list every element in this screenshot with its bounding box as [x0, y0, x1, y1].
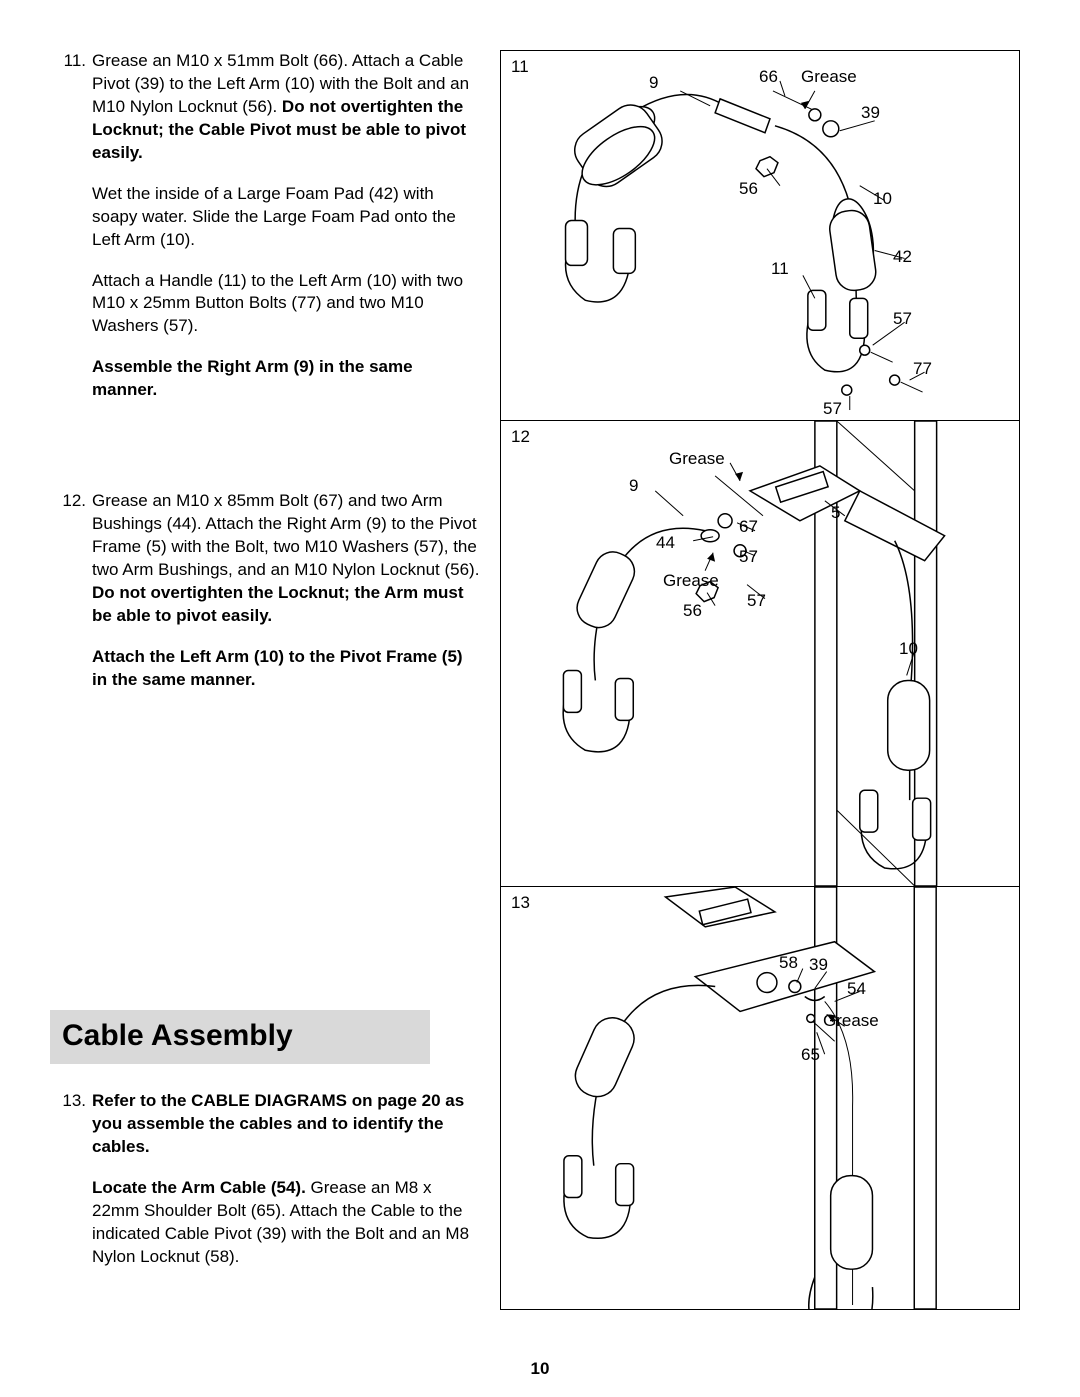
step-11-p4: Assemble the Right Arm (9) in the same m…	[92, 356, 480, 402]
step-11-p1: Grease an M10 x 51mm Bolt (66). Attach a…	[92, 50, 480, 165]
label-44: 44	[656, 533, 675, 553]
diagram-panel-11: 11	[501, 51, 1019, 421]
step-12-p2: Attach the Left Arm (10) to the Pivot Fr…	[92, 646, 480, 692]
diagram-column: 11	[500, 50, 1020, 1310]
diagram-12-svg	[501, 421, 1019, 886]
step-number: 12.	[60, 490, 92, 692]
label-56: 56	[683, 601, 702, 621]
step-body: Grease an M10 x 51mm Bolt (66). Attach a…	[92, 50, 480, 402]
step-11: 11. Grease an M10 x 51mm Bolt (66). Atta…	[60, 50, 480, 402]
step-13-p2: Locate the Arm Cable (54). Grease an M8 …	[92, 1177, 480, 1269]
label-5: 5	[831, 503, 840, 523]
label-54: 54	[847, 979, 866, 999]
two-column-layout: 11. Grease an M10 x 51mm Bolt (66). Atta…	[60, 50, 1020, 1310]
text: Grease an M10 x 85mm Bolt (67) and two A…	[92, 491, 479, 579]
label-57b: 57	[823, 399, 842, 419]
panel-number: 13	[511, 893, 530, 913]
diagram-panel-12: 12	[501, 421, 1019, 887]
step-12: 12. Grease an M10 x 85mm Bolt (67) and t…	[60, 490, 480, 692]
label-57: 57	[893, 309, 912, 329]
label-9: 9	[649, 73, 658, 93]
label-58: 58	[779, 953, 798, 973]
label-11: 11	[771, 259, 789, 279]
label-65: 65	[801, 1045, 820, 1065]
diagram-13-svg	[501, 887, 1019, 1309]
instructions-column: 11. Grease an M10 x 51mm Bolt (66). Atta…	[60, 50, 480, 1310]
step-11-p2: Wet the inside of a Large Foam Pad (42) …	[92, 183, 480, 252]
label-39: 39	[861, 103, 880, 123]
label-57b: 57	[747, 591, 766, 611]
text-bold: Do not overtighten the Locknut; the Arm …	[92, 583, 463, 625]
label-56: 56	[739, 179, 758, 199]
diagram-11-svg	[501, 51, 1019, 420]
section-heading-cable-assembly: Cable Assembly	[50, 1010, 430, 1065]
label-66: 66	[759, 67, 778, 87]
step-number: 13.	[60, 1090, 92, 1269]
label-57a: 57	[739, 547, 758, 567]
label-10: 10	[873, 189, 892, 209]
panel-number: 11	[511, 57, 529, 77]
step-11-p3: Attach a Handle (11) to the Left Arm (10…	[92, 270, 480, 339]
step-13: 13. Refer to the CABLE DIAGRAMS on page …	[60, 1090, 480, 1269]
step-body: Grease an M10 x 85mm Bolt (67) and two A…	[92, 490, 480, 692]
label-10: 10	[899, 639, 918, 659]
label-grease2: Grease	[663, 571, 719, 591]
label-grease: Grease	[801, 67, 857, 87]
label-67: 67	[739, 517, 758, 537]
step-number: 11.	[60, 50, 92, 402]
page-number: 10	[0, 1359, 1080, 1379]
label-grease: Grease	[823, 1011, 879, 1031]
step-12-p1: Grease an M10 x 85mm Bolt (67) and two A…	[92, 490, 480, 628]
panel-number: 12	[511, 427, 530, 447]
page: 11. Grease an M10 x 51mm Bolt (66). Atta…	[0, 0, 1080, 1397]
diagram-panel-13: 13	[501, 887, 1019, 1309]
step-13-p1: Refer to the CABLE DIAGRAMS on page 20 a…	[92, 1090, 480, 1159]
spacer	[60, 710, 480, 1010]
spacer	[60, 420, 480, 490]
step-body: Refer to the CABLE DIAGRAMS on page 20 a…	[92, 1090, 480, 1269]
label-39: 39	[809, 955, 828, 975]
label-77: 77	[913, 359, 932, 379]
label-9: 9	[629, 476, 638, 496]
label-42: 42	[893, 247, 912, 267]
text-bold: Locate the Arm Cable (54).	[92, 1178, 306, 1197]
label-grease1: Grease	[669, 449, 725, 469]
